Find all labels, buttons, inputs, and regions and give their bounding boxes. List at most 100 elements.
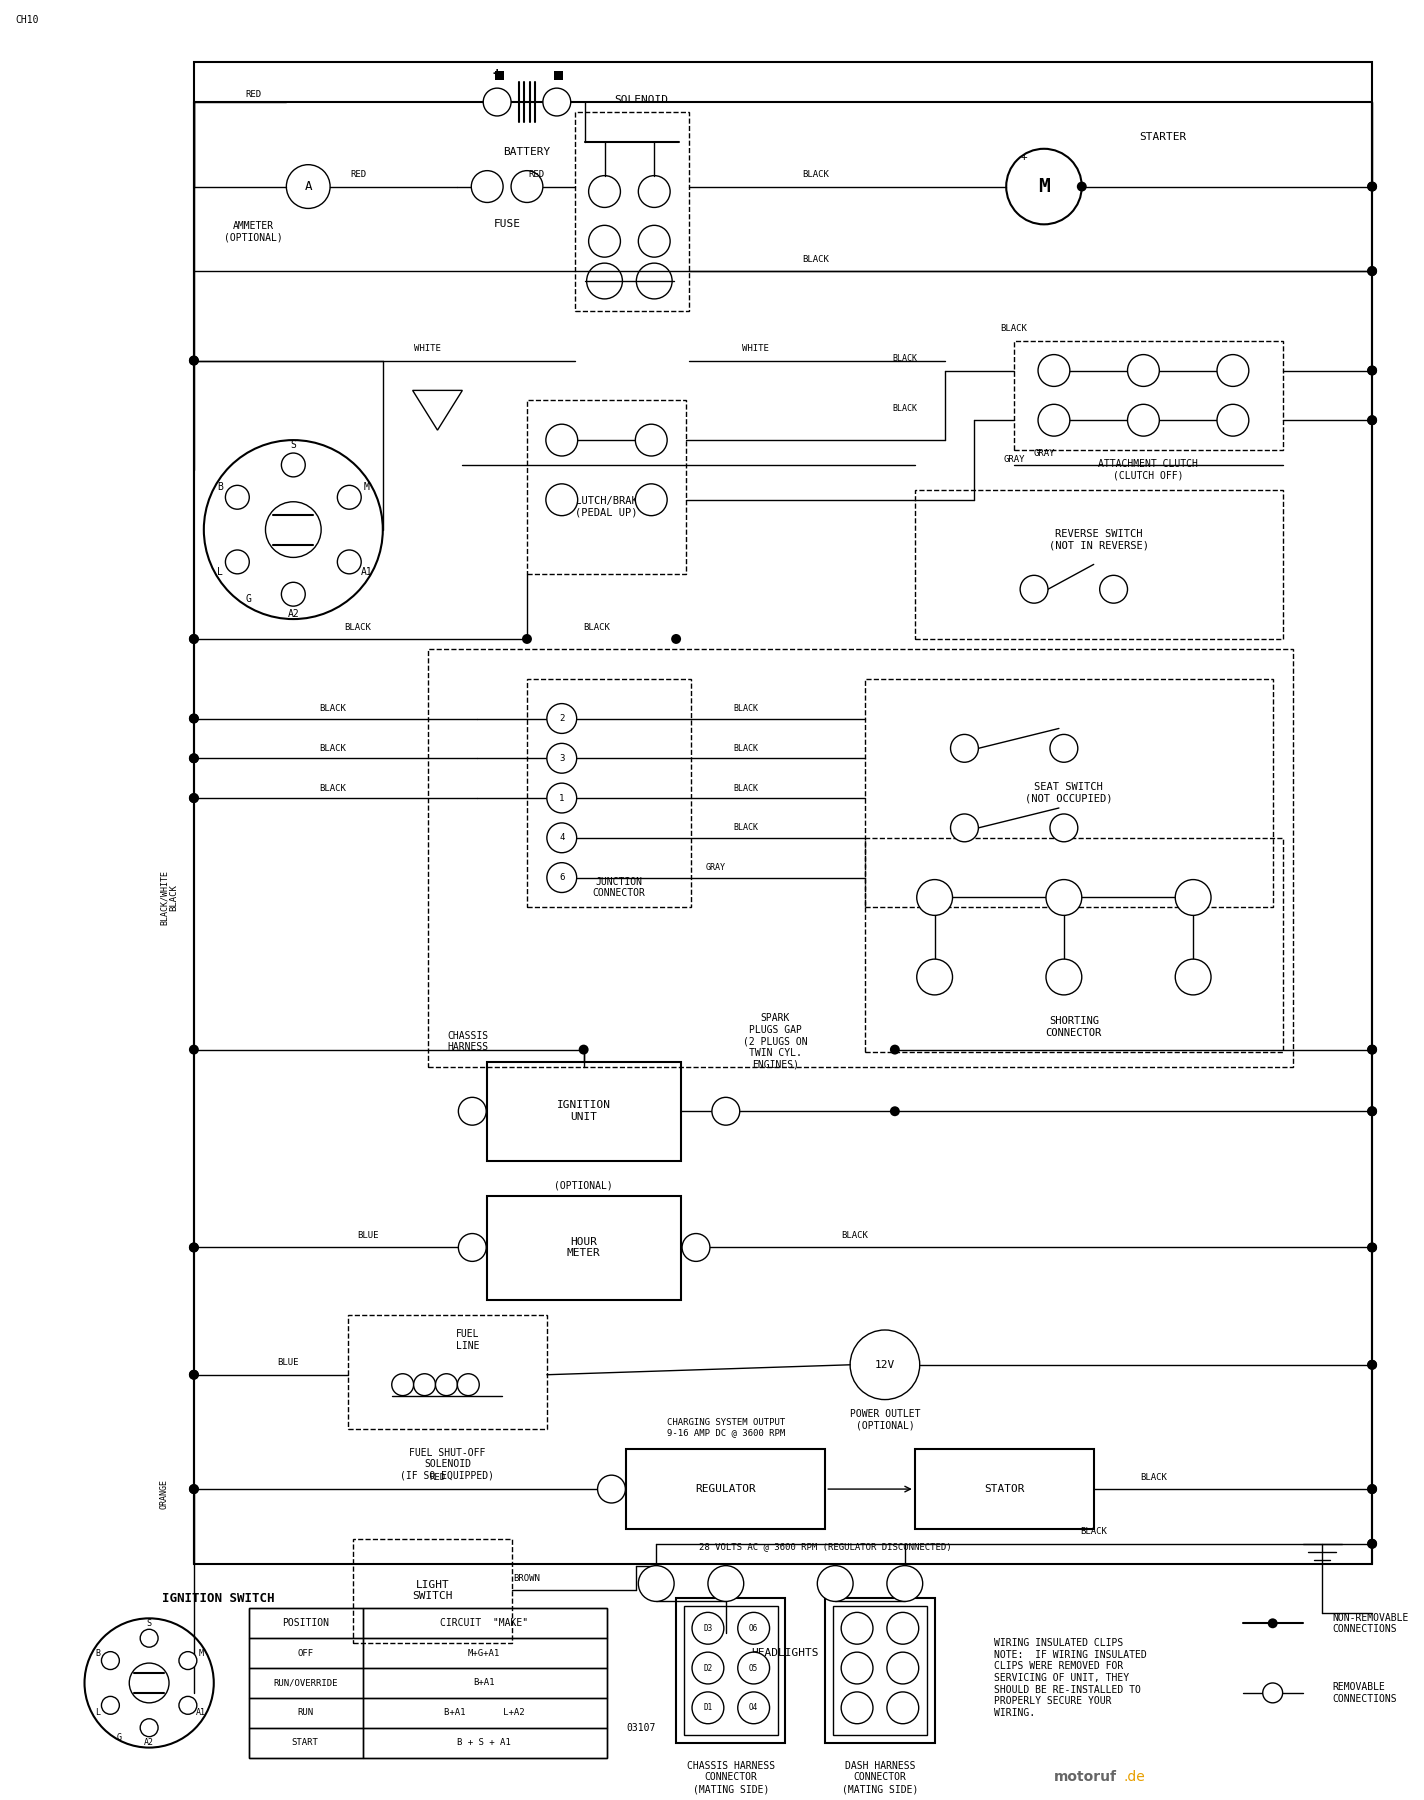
Circle shape bbox=[1367, 416, 1377, 425]
Text: FUSE: FUSE bbox=[494, 220, 521, 229]
Text: +: + bbox=[1021, 151, 1028, 162]
Text: 03107: 03107 bbox=[627, 1723, 656, 1733]
Circle shape bbox=[101, 1696, 120, 1714]
Text: 2: 2 bbox=[560, 715, 564, 724]
Text: D2: D2 bbox=[703, 1663, 712, 1672]
Text: HOUR
METER: HOUR METER bbox=[567, 1237, 601, 1258]
Text: B+A1: B+A1 bbox=[473, 1678, 496, 1687]
Text: BATTERY: BATTERY bbox=[503, 148, 551, 157]
Bar bbox=[914, 490, 1283, 639]
Bar bbox=[864, 837, 1283, 1051]
Text: BLACK: BLACK bbox=[842, 1231, 869, 1240]
Text: IGNITION
UNIT: IGNITION UNIT bbox=[557, 1100, 611, 1121]
Bar bbox=[914, 1449, 1094, 1528]
Circle shape bbox=[140, 1629, 158, 1647]
Circle shape bbox=[483, 88, 511, 115]
Text: BLACK: BLACK bbox=[802, 171, 829, 180]
Bar bbox=[826, 1598, 934, 1742]
Text: WIRING INSULATED CLIPS
NOTE:  IF WIRING INSULATED
CLIPS WERE REMOVED FOR
SERVICI: WIRING INSULATED CLIPS NOTE: IF WIRING I… bbox=[994, 1638, 1148, 1717]
Bar bbox=[684, 1606, 778, 1735]
Bar bbox=[627, 1449, 826, 1528]
Bar bbox=[864, 679, 1273, 907]
Bar bbox=[363, 1609, 607, 1638]
Circle shape bbox=[1367, 365, 1377, 376]
Circle shape bbox=[1367, 182, 1377, 191]
Text: REMOVABLE
CONNECTIONS: REMOVABLE CONNECTIONS bbox=[1333, 1683, 1397, 1705]
Circle shape bbox=[1367, 1359, 1377, 1370]
Text: 28 VOLTS AC @ 3600 RPM (REGULATOR DISCONNECTED): 28 VOLTS AC @ 3600 RPM (REGULATOR DISCON… bbox=[699, 1543, 951, 1552]
Circle shape bbox=[189, 713, 199, 724]
Bar bbox=[363, 1638, 607, 1669]
Circle shape bbox=[545, 425, 578, 455]
Circle shape bbox=[1047, 880, 1082, 916]
Circle shape bbox=[692, 1652, 723, 1685]
Circle shape bbox=[1367, 1485, 1377, 1494]
Text: RUN/OVERRIDE: RUN/OVERRIDE bbox=[273, 1678, 337, 1687]
Circle shape bbox=[738, 1652, 769, 1685]
Circle shape bbox=[671, 634, 681, 644]
Circle shape bbox=[1367, 1107, 1377, 1116]
Circle shape bbox=[692, 1613, 723, 1643]
Circle shape bbox=[392, 1373, 413, 1395]
Circle shape bbox=[547, 862, 577, 893]
Text: BROWN: BROWN bbox=[514, 1573, 541, 1582]
Bar bbox=[249, 1638, 363, 1669]
Text: O4: O4 bbox=[749, 1703, 759, 1712]
Circle shape bbox=[1367, 1242, 1377, 1253]
Text: ORANGE: ORANGE bbox=[159, 1480, 168, 1508]
Circle shape bbox=[1038, 355, 1069, 387]
Circle shape bbox=[817, 1566, 853, 1602]
Circle shape bbox=[101, 1652, 120, 1670]
Circle shape bbox=[1367, 1539, 1377, 1548]
Text: CLUTCH/BRAKE
(PEDAL UP): CLUTCH/BRAKE (PEDAL UP) bbox=[570, 497, 644, 518]
Text: O6: O6 bbox=[749, 1624, 759, 1633]
Text: 3: 3 bbox=[560, 754, 564, 763]
Bar bbox=[527, 679, 691, 907]
Text: A: A bbox=[305, 180, 312, 193]
Text: POWER OUTLET
(OPTIONAL): POWER OUTLET (OPTIONAL) bbox=[850, 1409, 920, 1431]
Circle shape bbox=[189, 794, 199, 803]
Circle shape bbox=[189, 754, 199, 763]
Circle shape bbox=[1367, 1485, 1377, 1494]
Bar bbox=[676, 1598, 786, 1742]
Text: RED: RED bbox=[245, 90, 262, 99]
Circle shape bbox=[1128, 355, 1159, 387]
Circle shape bbox=[189, 713, 199, 724]
Circle shape bbox=[842, 1692, 873, 1724]
Text: NON-REMOVABLE
CONNECTIONS: NON-REMOVABLE CONNECTIONS bbox=[1333, 1613, 1408, 1634]
Circle shape bbox=[189, 794, 199, 803]
Text: O5: O5 bbox=[749, 1663, 759, 1672]
Text: +: + bbox=[493, 67, 501, 81]
Text: .de: .de bbox=[1124, 1771, 1145, 1784]
Text: BLACK: BLACK bbox=[802, 254, 829, 263]
Circle shape bbox=[1267, 1618, 1277, 1629]
Circle shape bbox=[578, 1044, 588, 1055]
Text: B: B bbox=[95, 1649, 100, 1658]
Circle shape bbox=[282, 454, 305, 477]
Circle shape bbox=[1020, 576, 1048, 603]
Text: START: START bbox=[292, 1739, 319, 1748]
Bar bbox=[363, 1697, 607, 1728]
Circle shape bbox=[842, 1613, 873, 1643]
Bar bbox=[249, 1609, 363, 1638]
Text: BLACK: BLACK bbox=[584, 623, 609, 632]
Circle shape bbox=[189, 1370, 199, 1381]
Circle shape bbox=[1367, 1044, 1377, 1055]
Text: RUN: RUN bbox=[298, 1708, 313, 1717]
Circle shape bbox=[712, 1098, 739, 1125]
Bar bbox=[363, 1669, 607, 1697]
Text: SOLENOID: SOLENOID bbox=[614, 95, 668, 104]
Circle shape bbox=[1049, 734, 1078, 761]
Text: AMMETER
(OPTIONAL): AMMETER (OPTIONAL) bbox=[224, 221, 283, 243]
Circle shape bbox=[1099, 576, 1128, 603]
Text: A2: A2 bbox=[288, 608, 299, 619]
Text: JUNCTION
CONNECTOR: JUNCTION CONNECTOR bbox=[592, 877, 645, 898]
Text: L: L bbox=[95, 1708, 100, 1717]
Text: CHARGING SYSTEM OUTPUT
9-16 AMP DC @ 3600 RPM: CHARGING SYSTEM OUTPUT 9-16 AMP DC @ 360… bbox=[666, 1418, 785, 1436]
Circle shape bbox=[511, 171, 543, 202]
Text: OFF: OFF bbox=[298, 1649, 313, 1658]
Circle shape bbox=[1218, 355, 1249, 387]
Circle shape bbox=[189, 634, 199, 644]
Bar bbox=[249, 1669, 363, 1697]
Circle shape bbox=[189, 1485, 199, 1494]
